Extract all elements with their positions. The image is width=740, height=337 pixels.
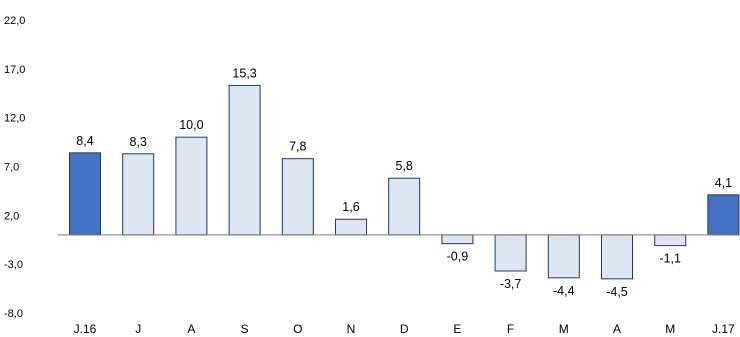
x-category-label: M: [559, 322, 569, 336]
bar-2: [175, 136, 208, 236]
x-category-label: S: [241, 322, 249, 336]
bar-11: [654, 234, 687, 247]
y-tick-label: 17,0: [4, 64, 25, 76]
bar-10: [601, 234, 633, 280]
bar-8: [494, 234, 527, 272]
data-label: 5,8: [396, 159, 413, 173]
y-axis-ticks: 22,0 17,0 12,0 7,0 2,0 -3,0 -8,0: [4, 15, 25, 320]
bar-1: [122, 153, 155, 236]
data-label: 15,3: [232, 66, 256, 80]
y-tick-label: -8,0: [4, 308, 23, 320]
bar-4: [281, 158, 314, 236]
data-label: -4,4: [553, 284, 575, 298]
y-tick-label: 7,0: [4, 162, 19, 174]
y-tick-label: 12,0: [4, 113, 25, 125]
x-category-label: N: [347, 322, 356, 336]
x-axis-labels: J.16 J A S O N D E F M A M J.17: [74, 322, 735, 336]
x-category-label: J.17: [712, 322, 735, 336]
y-tick-label: 22,0: [4, 15, 25, 27]
bar-9: [547, 234, 580, 279]
x-category-label: A: [613, 322, 621, 336]
bar-6: [388, 177, 421, 236]
data-label: 8,3: [130, 135, 147, 149]
x-category-label: F: [507, 322, 514, 336]
x-category-label: J: [135, 322, 141, 336]
y-tick-label: 2,0: [4, 210, 19, 222]
bar-12: [707, 194, 740, 236]
x-category-label: E: [453, 322, 461, 336]
data-label: -4,5: [606, 285, 628, 299]
x-category-label: M: [665, 322, 675, 336]
bar-0: [69, 152, 101, 236]
data-label: 4,1: [715, 176, 732, 190]
x-category-label: A: [187, 322, 195, 336]
bars: [69, 84, 740, 280]
bar-3: [228, 84, 261, 236]
data-label: -1,1: [659, 252, 681, 266]
data-label: 8,4: [76, 134, 93, 148]
bar-7: [441, 234, 474, 245]
data-label: -3,7: [500, 277, 522, 291]
data-label: 10,0: [179, 118, 203, 132]
data-label: 1,6: [342, 200, 359, 214]
x-category-label: O: [293, 322, 302, 336]
y-tick-label: -3,0: [4, 259, 23, 271]
bar-5: [335, 218, 367, 236]
data-label: -0,9: [447, 250, 469, 264]
data-label: 7,8: [289, 140, 306, 154]
x-category-label: D: [400, 322, 409, 336]
x-category-label: J.16: [74, 322, 97, 336]
data-labels: 8,4 8,3 10,0 15,3 7,8 1,6 5,8 -0,9 -3,7 -4,4 -4,5 -…: [76, 66, 732, 298]
